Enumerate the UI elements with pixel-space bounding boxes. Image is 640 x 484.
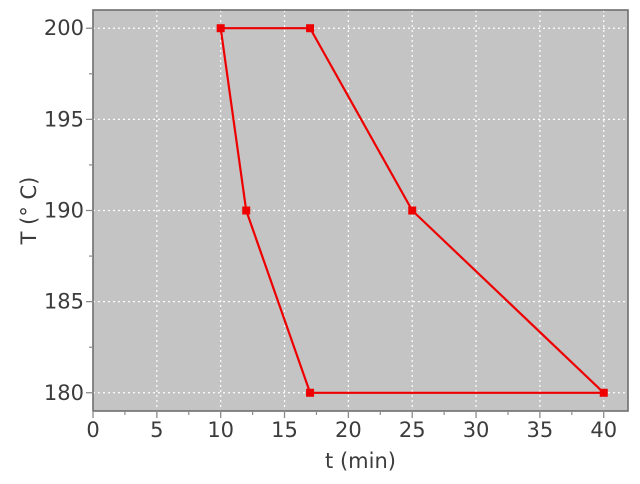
- x-tick-label: 40: [590, 418, 617, 442]
- data-point-marker: [306, 388, 315, 397]
- x-tick-label: 15: [271, 418, 298, 442]
- y-tick-label: 200: [44, 16, 84, 40]
- x-tick-label: 10: [207, 418, 234, 442]
- y-axis-title: T (° C): [17, 177, 41, 246]
- x-tick-label: 0: [86, 418, 99, 442]
- x-tick-label: 5: [150, 418, 163, 442]
- data-point-marker: [306, 24, 315, 33]
- y-tick-label: 180: [44, 381, 84, 405]
- y-tick-label: 185: [44, 290, 84, 314]
- data-point-marker: [216, 24, 225, 33]
- data-point-marker: [242, 206, 251, 215]
- data-point-marker: [408, 206, 417, 215]
- x-axis-title: t (min): [325, 449, 396, 473]
- x-tick-label: 25: [399, 418, 426, 442]
- y-tick-label: 195: [44, 107, 84, 131]
- x-tick-label: 35: [527, 418, 554, 442]
- x-tick-label: 30: [463, 418, 490, 442]
- y-tick-label: 190: [44, 199, 84, 223]
- plot-border: [92, 9, 629, 412]
- data-point-marker: [599, 388, 608, 397]
- x-tick-label: 20: [335, 418, 362, 442]
